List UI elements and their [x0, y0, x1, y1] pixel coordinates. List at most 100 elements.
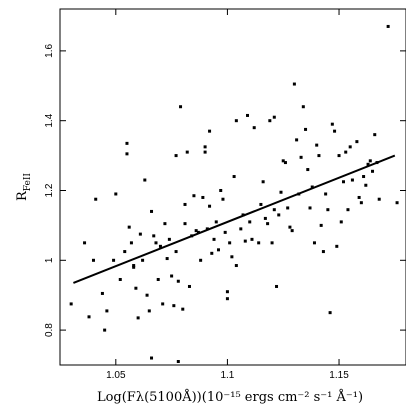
marks-layer	[69, 24, 399, 364]
data-point	[308, 206, 312, 210]
data-point	[192, 194, 196, 198]
data-point	[248, 220, 252, 224]
data-point	[141, 258, 145, 262]
data-point	[185, 150, 189, 154]
data-point	[212, 237, 216, 241]
data-point	[158, 244, 162, 248]
data-point	[150, 209, 154, 213]
data-point	[221, 197, 225, 201]
data-point	[187, 284, 191, 288]
data-point	[216, 248, 220, 252]
data-point	[203, 150, 207, 154]
data-point	[176, 360, 180, 364]
data-point	[208, 204, 212, 208]
data-point	[161, 302, 165, 306]
data-point	[105, 309, 109, 313]
data-point	[261, 180, 265, 184]
data-point	[277, 213, 281, 217]
data-point	[134, 286, 138, 290]
data-point	[346, 208, 350, 212]
y-tick-label: 1	[44, 257, 55, 263]
data-point	[339, 220, 343, 224]
data-point	[152, 234, 156, 238]
data-point	[234, 119, 238, 123]
svg-text:RFeII: RFeII	[15, 173, 33, 201]
regression-line	[73, 154, 396, 284]
data-point	[183, 222, 187, 226]
data-point	[317, 154, 321, 158]
data-point	[100, 291, 104, 295]
data-point	[112, 258, 116, 262]
data-point	[172, 304, 176, 308]
data-point	[210, 251, 214, 255]
y-tick-label: 1.6	[44, 43, 55, 57]
data-point	[295, 138, 299, 142]
data-point	[208, 129, 212, 133]
data-point	[377, 197, 381, 201]
data-point	[386, 24, 390, 28]
data-point	[194, 229, 198, 233]
data-point	[246, 113, 250, 117]
data-point	[310, 185, 314, 189]
data-point	[272, 115, 276, 119]
data-point	[328, 311, 332, 315]
data-point	[243, 239, 247, 243]
data-point	[136, 316, 140, 320]
data-point	[203, 145, 207, 149]
data-point	[315, 143, 319, 147]
data-point	[368, 159, 372, 163]
data-point	[333, 129, 337, 133]
data-point	[147, 309, 151, 313]
data-point	[350, 178, 354, 182]
data-point	[362, 175, 366, 179]
data-point	[279, 190, 283, 194]
data-point	[292, 82, 296, 86]
data-point	[319, 223, 323, 227]
data-point	[250, 237, 254, 241]
data-point	[167, 237, 171, 241]
data-point	[252, 126, 256, 130]
data-point	[359, 201, 363, 205]
y-axis-title-subscript: FeII	[23, 173, 33, 192]
data-point	[326, 208, 330, 212]
data-point	[165, 257, 169, 261]
data-point	[373, 133, 377, 137]
data-point	[154, 241, 158, 245]
data-point	[179, 105, 183, 109]
data-point	[201, 195, 205, 199]
data-point	[83, 241, 87, 245]
data-point	[94, 197, 98, 201]
data-point	[395, 201, 399, 205]
data-point	[176, 279, 180, 283]
x-tick-label: 1.1	[220, 370, 234, 381]
data-point	[270, 241, 274, 245]
data-point	[145, 293, 149, 297]
data-point	[355, 140, 359, 144]
data-point	[132, 265, 136, 269]
data-point	[335, 244, 339, 248]
data-point	[268, 119, 272, 123]
data-point	[225, 290, 229, 294]
data-point	[275, 284, 279, 288]
data-point	[156, 277, 160, 281]
data-point	[174, 154, 178, 158]
data-point	[366, 162, 370, 166]
data-point	[263, 216, 267, 220]
y-tick-label: 1.2	[44, 183, 55, 197]
plot-frame	[59, 8, 406, 366]
data-point	[69, 302, 73, 306]
data-point	[91, 258, 95, 262]
data-point	[281, 159, 285, 163]
data-point	[132, 264, 136, 268]
data-point	[344, 150, 348, 154]
data-point	[225, 297, 229, 301]
data-point	[103, 328, 107, 332]
x-axis-title: Log(Fλ(5100Å))(10⁻¹⁵ ergs cm⁻² s⁻¹ Å⁻¹)	[97, 389, 363, 405]
data-point	[364, 183, 368, 187]
data-point	[125, 152, 129, 156]
y-axis-title: RFeII	[15, 173, 33, 201]
y-tick-label: 0.8	[44, 323, 55, 337]
data-point	[283, 161, 287, 165]
x-tick-label: 1.05	[106, 370, 126, 381]
data-point	[324, 192, 328, 196]
